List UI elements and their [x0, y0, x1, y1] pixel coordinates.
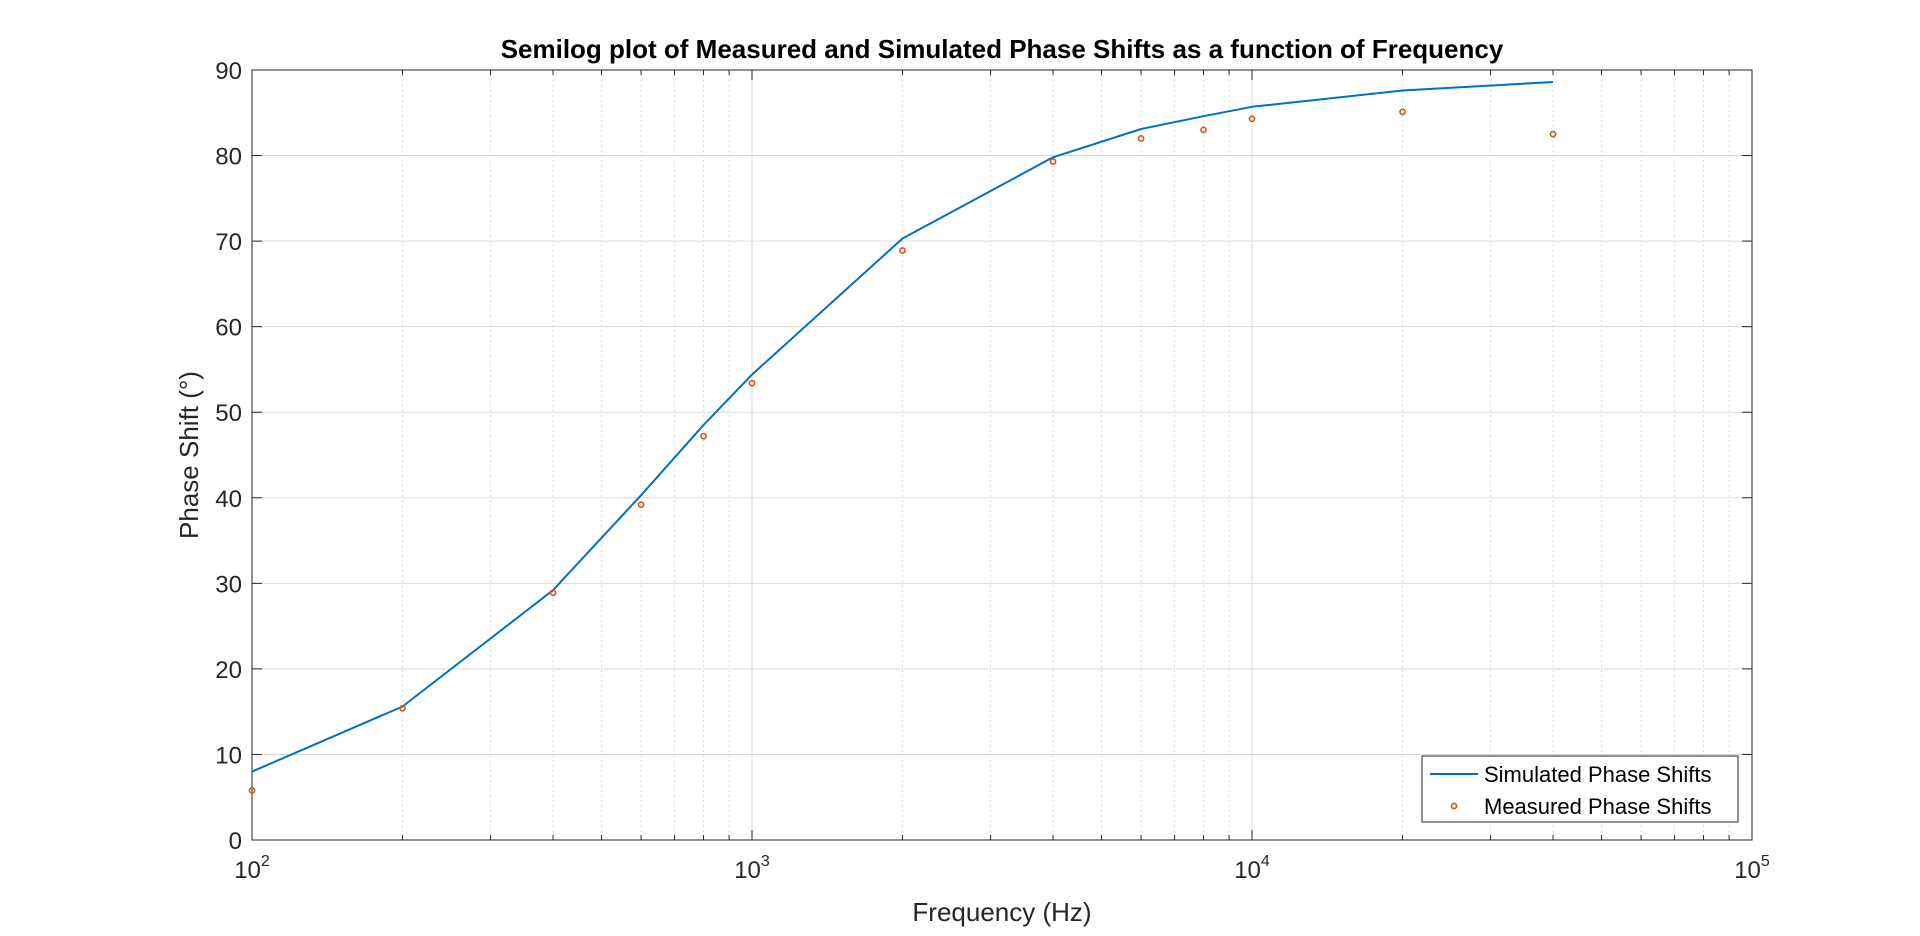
data-point-measured — [748, 379, 756, 387]
data-point-measured — [700, 432, 707, 440]
data-point-measured — [399, 704, 406, 712]
data-point-measured — [1399, 108, 1406, 116]
x-tick-label: 105 — [1734, 853, 1770, 884]
grid-minor — [402, 70, 1730, 840]
y-axis-label: Phase Shift (°) — [174, 371, 204, 539]
y-tick-label: 60 — [215, 315, 242, 342]
x-tick-label: 102 — [234, 853, 270, 884]
axes — [251, 69, 1753, 841]
y-tick-label: 90 — [215, 58, 242, 85]
y-tick-label: 0 — [229, 828, 242, 855]
y-tick-label: 30 — [215, 571, 242, 598]
data-point-measured — [1137, 135, 1145, 142]
data-point-measured — [1049, 158, 1057, 165]
chart-title: Semilog plot of Measured and Simulated P… — [501, 34, 1504, 64]
data-point-measured — [1200, 126, 1207, 134]
x-tick-label: 104 — [1234, 853, 1270, 884]
data-point-measured — [637, 501, 645, 509]
series-layer — [248, 81, 1557, 794]
y-tick-label: 40 — [215, 486, 242, 513]
plot-area — [252, 70, 1752, 840]
legend-label-measured: Measured Phase Shifts — [1484, 794, 1711, 819]
axes-box — [251, 69, 1753, 841]
y-tick-label: 70 — [215, 229, 242, 256]
legend-label-simulated: Simulated Phase Shifts — [1484, 762, 1711, 787]
x-tick-label: 103 — [734, 853, 770, 884]
data-point-measured — [549, 589, 557, 597]
x-axis-label: Frequency (Hz) — [912, 897, 1091, 927]
data-point-measured — [1248, 115, 1256, 123]
data-point-measured — [1549, 130, 1557, 138]
data-point-measured — [248, 786, 256, 794]
y-tick-label: 10 — [215, 742, 242, 769]
legend-box — [1421, 755, 1739, 823]
y-tick-label: 20 — [215, 657, 242, 684]
y-tick-label: 80 — [215, 144, 242, 171]
ticks: 102 103 104 105 0 10 20 30 40 50 60 70 80 90 — [215, 58, 1770, 884]
data-point-measured — [899, 247, 906, 254]
legend: Simulated Phase Shifts Measured Phase Sh… — [1421, 755, 1739, 823]
y-tick-label: 50 — [215, 400, 242, 427]
legend-marker-measured — [1450, 802, 1458, 810]
